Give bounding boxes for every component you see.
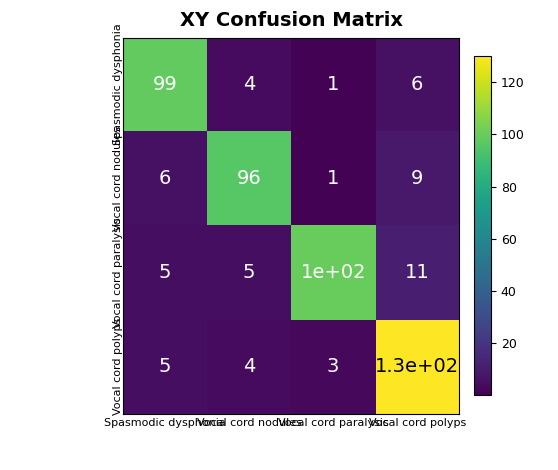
Text: 6: 6 — [411, 75, 424, 94]
Text: 5: 5 — [158, 263, 171, 282]
Text: 3: 3 — [327, 357, 339, 376]
Text: 96: 96 — [237, 169, 261, 188]
Text: 1: 1 — [327, 75, 339, 94]
Text: 5: 5 — [243, 263, 255, 282]
Text: 5: 5 — [158, 357, 171, 376]
Text: 1e+02: 1e+02 — [300, 263, 366, 282]
Text: 4: 4 — [243, 357, 255, 376]
Text: 11: 11 — [405, 263, 430, 282]
Text: 4: 4 — [243, 75, 255, 94]
Text: 1: 1 — [327, 169, 339, 188]
Title: XY Confusion Matrix: XY Confusion Matrix — [180, 11, 402, 31]
Text: 1.3e+02: 1.3e+02 — [375, 357, 459, 376]
Text: 9: 9 — [411, 169, 424, 188]
Text: 99: 99 — [152, 75, 177, 94]
Text: 6: 6 — [158, 169, 171, 188]
